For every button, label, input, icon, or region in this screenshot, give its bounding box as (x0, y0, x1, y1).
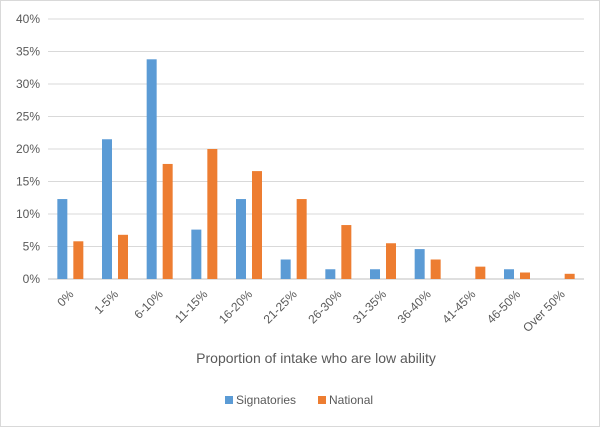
legend-swatch-national (318, 396, 326, 404)
gridlines (48, 18, 584, 280)
bar-national (207, 149, 218, 279)
y-tick-label: 30% (16, 77, 40, 91)
y-tick-label: 5% (23, 240, 41, 254)
x-tick-label: 1-5% (91, 287, 121, 317)
y-tick-label: 0% (23, 272, 41, 286)
x-tick-label: 46-50% (484, 287, 523, 326)
bar-signatories (325, 269, 336, 279)
bar-national (475, 266, 486, 279)
bar-national (564, 273, 575, 279)
y-tick-label: 20% (16, 142, 40, 156)
x-tick-label: Over 50% (520, 287, 568, 335)
y-tick-label: 15% (16, 175, 40, 189)
x-tick-label: 31-35% (350, 287, 389, 326)
x-tick-label: 6-10% (131, 287, 166, 322)
y-axis-ticks: 0% 5% 10% 15% 20% 25% 30% 35% 40% (16, 12, 40, 286)
bar-signatories (191, 229, 202, 279)
x-tick-label: 26-30% (305, 287, 344, 326)
bar-national (341, 225, 352, 279)
y-tick-label: 10% (16, 207, 40, 221)
y-tick-label: 40% (16, 12, 40, 26)
x-tick-label: 21-25% (261, 287, 300, 326)
legend: Signatories National (225, 393, 373, 407)
x-axis-title: Proportion of intake who are low ability (196, 350, 436, 366)
bar-national (118, 234, 128, 279)
bar-signatories (236, 199, 246, 279)
bar-national (73, 241, 84, 279)
x-tick-label: 16-20% (216, 287, 255, 326)
bar-signatories (370, 269, 380, 279)
bar-signatories (146, 59, 157, 279)
x-tick-label: 41-45% (439, 287, 478, 326)
bar-national (252, 171, 262, 279)
bar-national (386, 243, 396, 279)
bar-signatories (57, 199, 68, 279)
legend-label-national: National (329, 393, 373, 407)
bar-national (296, 199, 307, 279)
y-tick-label: 35% (16, 45, 40, 59)
bar-national (520, 272, 530, 279)
x-axis-ticks: 0% 1-5% 6-10% 11-15% 16-20% 21-25% 26-30% 31-35… (54, 287, 568, 335)
bar-signatories (414, 249, 425, 279)
legend-label-signatories: Signatories (236, 393, 296, 407)
bar-signatories (102, 139, 112, 279)
bars (57, 59, 575, 279)
bar-signatories (504, 269, 514, 279)
bar-national (162, 163, 173, 279)
x-tick-label: 0% (54, 287, 76, 309)
bar-national (430, 259, 441, 279)
x-tick-label: 36-40% (395, 287, 434, 326)
x-tick-label: 11-15% (172, 287, 211, 326)
y-tick-label: 25% (16, 110, 40, 124)
bar-signatories (280, 259, 291, 279)
legend-swatch-signatories (225, 396, 233, 404)
